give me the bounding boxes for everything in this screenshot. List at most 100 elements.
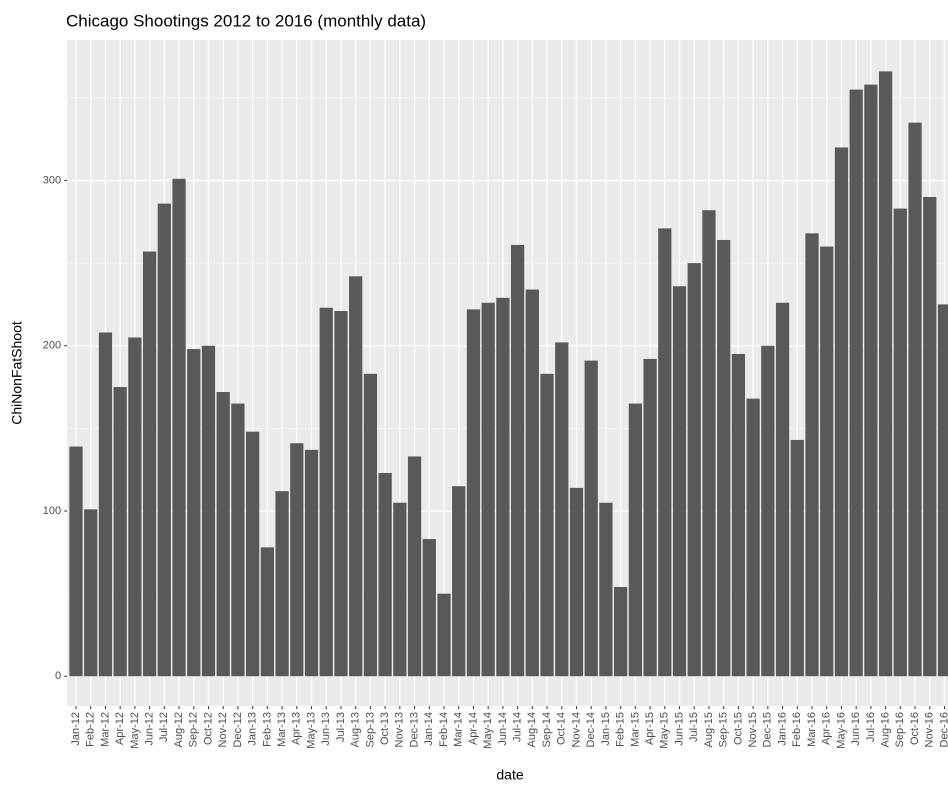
- x-tick-label: May-13: [305, 712, 317, 749]
- x-tick-label: Aug-14: [526, 712, 538, 747]
- bar: [510, 244, 525, 677]
- bar: [452, 486, 466, 677]
- bar: [937, 304, 948, 677]
- x-tick-label: Oct-16: [909, 712, 921, 745]
- bar: [584, 360, 598, 677]
- bar: [481, 302, 495, 677]
- x-tick-label: Jul-14: [512, 712, 524, 742]
- x-tick-label: Dec-12: [232, 712, 244, 747]
- x-tick-label: Feb-15: [615, 712, 627, 747]
- x-tick-label: Mar-12: [99, 712, 111, 747]
- bar: [231, 403, 245, 677]
- bar: [216, 392, 230, 677]
- bar: [878, 71, 893, 677]
- bar: [378, 472, 392, 677]
- bar: [834, 147, 849, 677]
- x-tick-label: Dec-15: [762, 712, 774, 747]
- x-tick-label: Nov-15: [747, 712, 759, 747]
- x-tick-label: Oct-12: [202, 712, 214, 745]
- x-tick-label: Jun-15: [673, 712, 685, 746]
- bar: [246, 431, 260, 677]
- bar: [569, 487, 584, 677]
- x-tick-label: Nov-14: [570, 712, 582, 747]
- x-tick-label: Oct-13: [379, 712, 391, 745]
- y-tick-label: 100: [43, 505, 61, 517]
- bar: [319, 307, 333, 677]
- bar: [555, 342, 569, 677]
- x-tick-label: Aug-16: [880, 712, 892, 747]
- x-tick-label: Jun-16: [850, 712, 862, 746]
- bar: [731, 353, 746, 677]
- x-tick-label: Apr-16: [821, 712, 833, 745]
- bar: [304, 449, 319, 677]
- bar: [275, 491, 289, 677]
- x-tick-label: Aug-15: [703, 712, 715, 747]
- x-tick-label: Sep-14: [541, 712, 553, 747]
- x-tick-label: Apr-12: [114, 712, 126, 745]
- bar: [201, 345, 216, 677]
- bar: [658, 228, 672, 677]
- y-tick-label: 0: [55, 670, 61, 682]
- x-tick-label: Feb-13: [261, 712, 273, 747]
- x-tick-label: Dec-14: [585, 712, 597, 747]
- chart-title: Chicago Shootings 2012 to 2016 (monthly …: [66, 11, 426, 30]
- x-tick-label: Aug-13: [350, 712, 362, 747]
- bar: [363, 373, 378, 677]
- x-tick-label: Jan-12: [70, 712, 82, 746]
- x-tick-label: Apr-13: [291, 712, 303, 745]
- bar: [98, 332, 113, 677]
- bar: [614, 587, 628, 677]
- bar: [260, 547, 274, 677]
- x-tick-label: Oct-15: [732, 712, 744, 745]
- x-tick-label: Sep-15: [718, 712, 730, 747]
- bar: [142, 251, 157, 677]
- bar: [893, 208, 907, 677]
- x-tick-label: Dec-13: [408, 712, 420, 747]
- bar: [437, 593, 451, 677]
- bar: [157, 203, 171, 677]
- x-axis-label: date: [496, 767, 523, 783]
- bar: [540, 373, 554, 677]
- x-tick-label: Jan-14: [423, 712, 435, 746]
- x-tick-label: Sep-12: [188, 712, 200, 747]
- bar: [775, 302, 790, 677]
- y-axis-label: ChiNonFatShoot: [9, 321, 25, 425]
- x-tick-label: Mar-14: [453, 712, 465, 747]
- bar: [628, 403, 642, 677]
- x-tick-label: Apr-15: [644, 712, 656, 745]
- bar: [113, 387, 127, 677]
- x-tick-label: May-14: [482, 712, 494, 749]
- x-tick-label: Jul-12: [158, 712, 170, 742]
- bar: [687, 263, 701, 677]
- x-tick-label: Nov-16: [924, 712, 936, 747]
- x-tick-label: Mar-15: [629, 712, 641, 747]
- x-tick-label: Feb-12: [85, 712, 97, 747]
- bar: [790, 439, 804, 677]
- x-tick-label: Jan-13: [247, 712, 259, 746]
- x-tick-label: Aug-12: [173, 712, 185, 747]
- bar: [761, 345, 775, 677]
- x-tick-label: Mar-13: [276, 712, 288, 747]
- bar: [84, 509, 98, 677]
- x-tick-label: Jul-15: [688, 712, 700, 742]
- x-tick-label: Jan-15: [600, 712, 612, 746]
- bar: [349, 276, 363, 677]
- bar: [820, 246, 834, 677]
- x-tick-label: Oct-14: [556, 712, 568, 745]
- y-tick-label: 300: [43, 174, 61, 186]
- x-tick-label: May-16: [835, 712, 847, 749]
- bar: [672, 286, 687, 677]
- bar: [334, 311, 348, 677]
- x-tick-label: Sep-13: [364, 712, 376, 747]
- bar: [599, 502, 613, 677]
- x-tick-label: Apr-14: [467, 712, 479, 745]
- bar: [422, 539, 436, 677]
- x-tick-label: Jan-16: [776, 712, 788, 746]
- bar: [923, 196, 937, 677]
- bar: [128, 337, 142, 677]
- bar: [496, 297, 510, 677]
- bar: [643, 358, 657, 677]
- bar: [908, 122, 922, 677]
- bar: [393, 502, 407, 677]
